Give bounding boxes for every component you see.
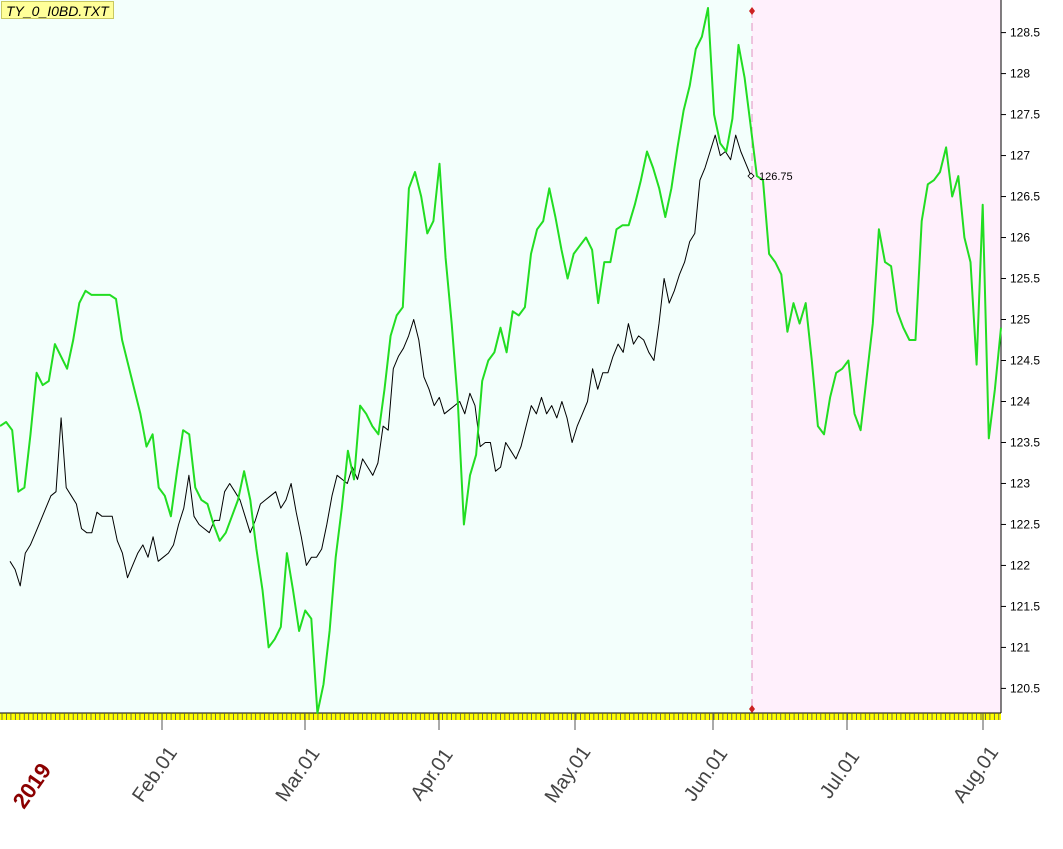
divider-top-marker: [749, 7, 755, 15]
y-tick-label: 122: [1010, 558, 1030, 572]
y-tick-label: 123.5: [1010, 435, 1040, 449]
y-tick-label: 120.5: [1010, 681, 1040, 695]
x-tick-label: Aug.01: [949, 742, 1003, 807]
y-tick-label: 128: [1010, 67, 1030, 81]
history-background: [0, 0, 752, 713]
y-tick-label: 122.5: [1010, 517, 1040, 531]
chart-title-badge: TY_0_I0BD.TXT: [1, 1, 114, 19]
y-tick-label: 125.5: [1010, 272, 1040, 286]
y-tick-label: 121.5: [1010, 599, 1040, 613]
y-tick-label: 126.5: [1010, 190, 1040, 204]
marker-layer: 126.75: [747, 171, 793, 183]
x-tick-label: Jun.01: [680, 744, 732, 806]
x-tick-label: Jul.01: [816, 746, 865, 802]
x-axis: 2019 Feb.01 Mar.01 Apr.01 May.01 Jun.01 Jul.01…: [8, 713, 1003, 813]
series-layer: [0, 7, 1002, 714]
y-tick-label: 124: [1010, 394, 1030, 408]
y-axis: 120.5 121 121.5 122 122.5 123 123.5 124 124.5 125…: [1001, 26, 1040, 695]
y-tick-label: 124.5: [1010, 354, 1040, 368]
y-tick-label: 128.5: [1010, 26, 1040, 40]
series-line-black: [9, 134, 752, 587]
y-tick-label: 121: [1010, 640, 1030, 654]
series-line-green: [0, 7, 1002, 714]
current-value-label: 126.75: [759, 171, 793, 183]
y-tick-label: 126: [1010, 231, 1030, 245]
x-tick-label: Feb.01: [128, 743, 182, 807]
x-year-label: 2019: [8, 758, 57, 812]
y-tick-label: 127: [1010, 149, 1030, 163]
y-tick-label: 123: [1010, 476, 1030, 490]
forecast-background: [752, 0, 1001, 713]
y-tick-label: 125: [1010, 313, 1030, 327]
x-ruler-ticks: [1, 713, 1000, 720]
x-tick-label: May.01: [541, 742, 596, 807]
x-tick-label: Apr.01: [406, 745, 457, 805]
y-tick-label: 127.5: [1010, 108, 1040, 122]
x-tick-label: Mar.01: [272, 743, 325, 806]
divider-bottom-marker: [749, 705, 755, 713]
current-value-marker: [747, 172, 755, 180]
